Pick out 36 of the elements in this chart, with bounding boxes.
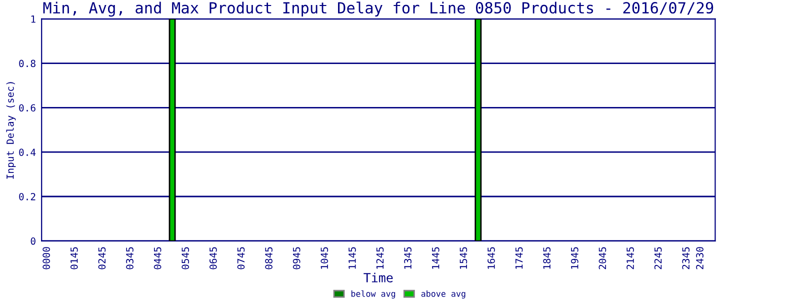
x-tick-label: 2045: [598, 247, 606, 270]
x-tick-label: 2430: [696, 247, 704, 270]
x-tick-label: 0345: [126, 247, 134, 270]
x-tick-label: 0645: [209, 247, 217, 270]
x-tick-label: 1545: [460, 247, 468, 269]
x-tick-label: 1345: [404, 247, 412, 269]
x-tick-label: 0245: [98, 247, 106, 270]
y-tick-label: 0.4: [19, 148, 36, 156]
x-tick-label: 0845: [265, 247, 272, 270]
x-tick-label: 1945: [570, 247, 578, 269]
x-tick-label: 0745: [237, 247, 245, 270]
y-tick-label: 0.8: [19, 60, 36, 68]
x-tick-label: 1245: [376, 247, 384, 269]
x-tick-label: 2345: [682, 247, 690, 270]
x-axis-title: Time: [364, 272, 393, 282]
y-tick-label: 1: [31, 16, 36, 23]
x-tick-label: 1645: [488, 247, 495, 269]
chart-title: Min, Avg, and Max Product Input Delay for Line 0850 Products - 2016/07/29: [43, 2, 714, 17]
legend-label: above avg: [421, 290, 466, 298]
x-tick-label: 0545: [182, 247, 190, 270]
x-tick-label: 0945: [292, 247, 300, 270]
x-tick-label: 1745: [515, 247, 523, 269]
x-tick-label: 2145: [626, 247, 634, 270]
x-tick-label: 2245: [654, 247, 662, 270]
x-tick-label: 1445: [432, 247, 440, 269]
y-tick-label: 0: [30, 237, 36, 245]
x-tick-label: 1145: [348, 247, 356, 269]
x-tick-label: 1845: [543, 247, 551, 269]
legend-label: below avg: [351, 290, 396, 298]
x-tick-label: 0000: [42, 247, 50, 270]
y-axis-title: Input Delay (sec): [6, 82, 16, 179]
x-tick-label: 1045: [320, 247, 328, 269]
y-tick-label: 0.2: [19, 193, 36, 200]
x-tick-label: 0445: [154, 247, 162, 270]
y-tick-label: 0.6: [19, 104, 36, 112]
x-tick-label: 0145: [70, 247, 78, 270]
